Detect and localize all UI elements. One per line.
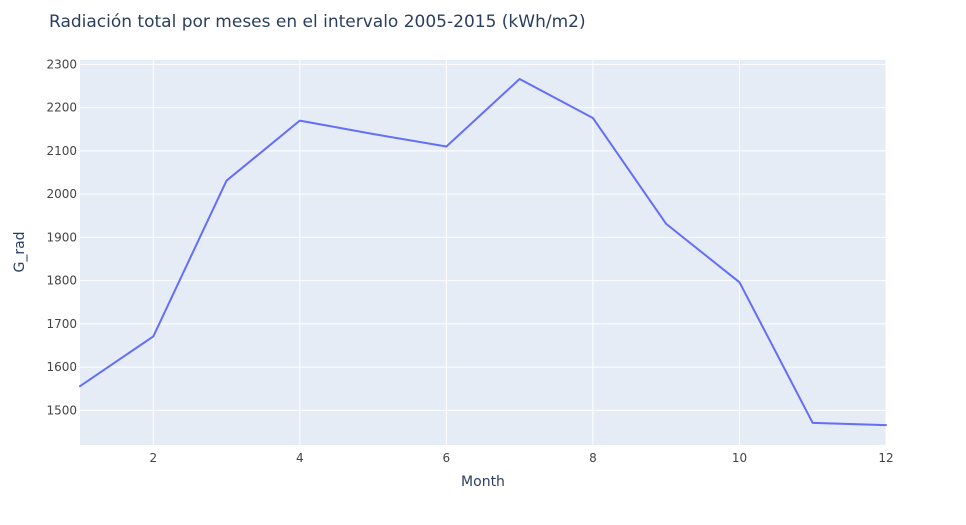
y-tick-label: 1700 xyxy=(46,317,77,331)
y-tick-label: 1800 xyxy=(46,274,77,288)
x-tick-label: 4 xyxy=(296,451,304,465)
series-line xyxy=(79,78,887,427)
x-tick-label: 8 xyxy=(589,451,597,465)
x-tick-label: 2 xyxy=(149,451,157,465)
y-tick-labels: 1500 1600 1700 1800 1900 2000 2100 2200 2300 xyxy=(46,57,77,417)
x-tick-label: 6 xyxy=(443,451,451,465)
x-tick-label: 10 xyxy=(732,451,747,465)
x-gridlines xyxy=(152,60,887,445)
x-tick-label: 12 xyxy=(878,451,893,465)
x-axis-label: Month xyxy=(461,474,505,490)
y-gridlines xyxy=(80,63,886,411)
y-axis-label: G_rad xyxy=(12,231,28,272)
y-tick-label: 2100 xyxy=(46,144,77,158)
y-tick-label: 1500 xyxy=(46,403,77,417)
y-tick-label: 2200 xyxy=(46,101,77,115)
chart-title: Radiación total por meses en el interval… xyxy=(49,12,586,32)
series-layer xyxy=(79,78,887,427)
x-tick-labels: 2 4 6 8 10 12 xyxy=(149,451,893,465)
y-tick-label: 1600 xyxy=(46,360,77,374)
plot-background xyxy=(80,60,886,445)
y-tick-label: 1900 xyxy=(46,230,77,244)
y-tick-label: 2000 xyxy=(46,187,77,201)
y-tick-label: 2300 xyxy=(46,57,77,71)
